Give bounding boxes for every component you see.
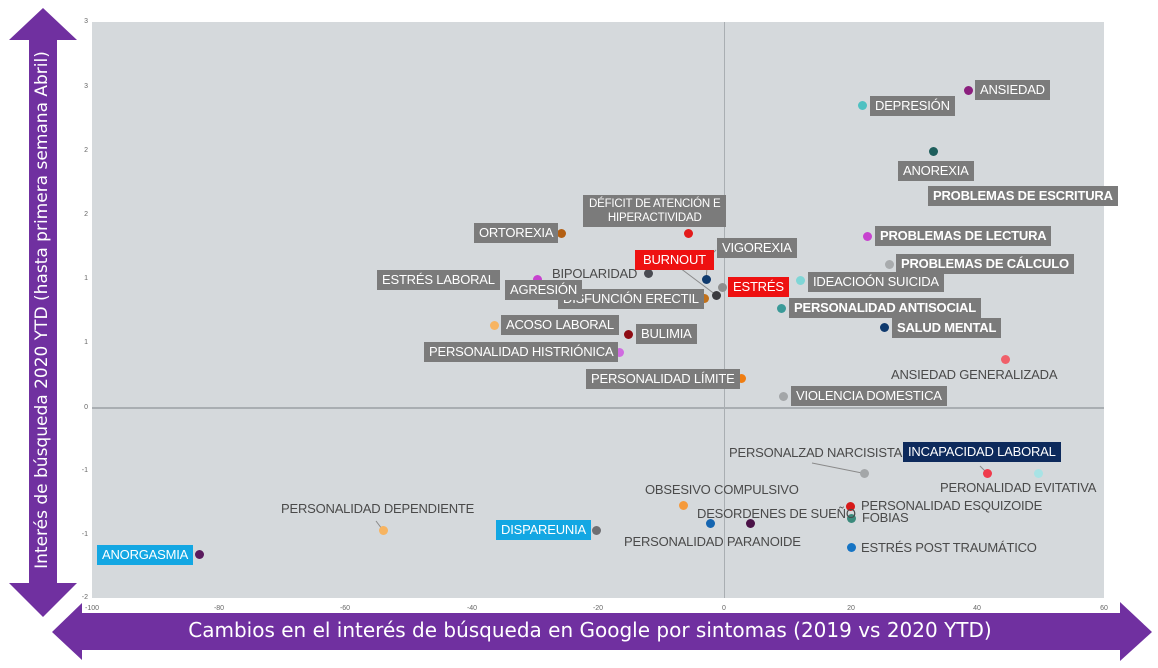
x-axis-arrow — [52, 602, 1152, 661]
point-dispareunia[interactable] — [591, 525, 601, 535]
point-limite[interactable] — [736, 373, 746, 383]
x-axis-title: Cambios en el interés de búsqueda en Goo… — [188, 618, 992, 642]
label-calculo: PROBLEMAS DE CÁLCULO — [896, 254, 1074, 274]
point-anorgasmia[interactable] — [194, 549, 204, 559]
label-estres: ESTRÉS — [728, 277, 789, 297]
y-axis-title: Interés de búsqueda 2020 YTD (hasta prim… — [32, 51, 52, 569]
label-anorgasmia: ANORGASMIA — [97, 545, 194, 565]
point-disfuncion[interactable] — [699, 293, 709, 303]
x-tick: -80 — [213, 605, 225, 612]
label-ansiedad: ANSIEDAD — [975, 80, 1050, 100]
label-ortorexia: ORTOREXIA — [474, 223, 559, 243]
label-depresion: DEPRESIÓN — [870, 96, 955, 116]
zero-line-horizontal — [92, 407, 1104, 409]
label-estres-laboral: ESTRÉS LABORAL — [377, 270, 500, 290]
point-fobias[interactable] — [846, 513, 856, 523]
point-narcisista[interactable] — [859, 468, 869, 478]
x-tick: -60 — [339, 605, 351, 612]
point-burnout[interactable] — [711, 290, 721, 300]
point-lectura[interactable] — [862, 231, 872, 241]
point-deficit[interactable] — [683, 228, 693, 238]
point-ortorexia[interactable] — [556, 228, 566, 238]
y-tick: -1 — [81, 467, 88, 474]
label-disfuncion: DISFUNCIÓN ERECTIL — [558, 289, 704, 309]
label-burnout: BURNOUT — [635, 250, 714, 270]
label-deficit: DÉFICIT DE ATENCIÓN E HIPERACTIVIDAD — [583, 195, 727, 227]
point-vigorexia[interactable] — [701, 274, 711, 284]
point-obsesivo[interactable] — [678, 500, 688, 510]
label-esquizoide: PERSONALIDAD ESQUIZOIDE — [861, 498, 1043, 513]
point-bulimia[interactable] — [623, 329, 633, 339]
label-limite: PERSONALIDAD LÍMITE — [586, 369, 740, 389]
label-acoso: ACOSO LABORAL — [501, 315, 619, 335]
label-obsesivo: OBSESIVO COMPULSIVO — [645, 482, 799, 497]
y-tick: 2 — [84, 211, 88, 218]
point-paranoide[interactable] — [705, 518, 715, 528]
label-ideacion: IDEACIOÓN SUICIDA — [808, 272, 944, 292]
y-tick: 3 — [84, 18, 88, 25]
point-ideacion[interactable] — [795, 275, 805, 285]
label-deficit-line1: DÉFICIT DE ATENCIÓN E — [589, 198, 721, 210]
label-fobias: FOBIAS — [862, 510, 909, 525]
label-dependiente: PERSONALIDAD DEPENDIENTE — [281, 501, 475, 516]
label-agresion: AGRESIÓN — [505, 280, 583, 300]
point-esquizoide[interactable] — [845, 501, 855, 511]
label-salud-mental: SALUD MENTAL — [892, 318, 1002, 338]
y-tick: 3 — [84, 83, 88, 90]
point-ansiedad-generalizada[interactable] — [1000, 354, 1010, 364]
x-tick: 20 — [847, 605, 855, 612]
point-sueno[interactable] — [745, 518, 755, 528]
point-estres[interactable] — [717, 282, 727, 292]
point-bipolaridad[interactable] — [643, 268, 653, 278]
x-tick: -20 — [592, 605, 604, 612]
point-depresion[interactable] — [857, 100, 867, 110]
y-tick: 2 — [84, 147, 88, 154]
y-axis-arrow — [9, 8, 77, 617]
label-ansiedad-generalizada: ANSIEDAD GENERALIZADA — [891, 367, 1058, 382]
zero-line-vertical — [724, 22, 725, 598]
label-incapacidad: INCAPACIDAD LABORAL — [903, 442, 1061, 462]
label-violencia: VIOLENCIA DOMESTICA — [791, 386, 947, 406]
y-tick: 1 — [84, 275, 88, 282]
label-paranoide: PERSONALIDAD PARANOIDE — [624, 534, 801, 549]
label-lectura: PROBLEMAS DE LECTURA — [875, 226, 1052, 246]
y-tick: -1 — [81, 531, 88, 538]
label-escritura: PROBLEMAS DE ESCRITURA — [928, 186, 1118, 206]
point-dependiente[interactable] — [378, 525, 388, 535]
label-dispareunia: DISPAREUNIA — [496, 520, 591, 540]
x-tick: 0 — [722, 605, 726, 612]
x-tick: -100 — [84, 605, 99, 612]
point-calculo[interactable] — [884, 259, 894, 269]
point-acoso[interactable] — [489, 320, 499, 330]
point-salud-mental[interactable] — [879, 322, 889, 332]
point-anorexia[interactable] — [928, 146, 938, 156]
point-postraumatico[interactable] — [846, 542, 856, 552]
point-histrionica[interactable] — [614, 347, 624, 357]
x-tick: 60 — [1100, 605, 1108, 612]
point-agresion[interactable] — [532, 274, 542, 284]
label-histrionica: PERSONALIDAD HISTRIÓNICA — [424, 342, 619, 362]
label-deficit-line2: HIPERACTIVIDAD — [607, 212, 702, 224]
point-ansiedad[interactable] — [963, 85, 973, 95]
label-narcisista: PERSONALZAD NARCISISTA — [729, 445, 903, 460]
y-tick: 1 — [84, 339, 88, 346]
label-antisocial: PERSONALIDAD ANTISOCIAL — [789, 298, 981, 318]
point-incapacidad[interactable] — [982, 468, 992, 478]
point-violencia[interactable] — [778, 391, 788, 401]
point-antisocial[interactable] — [776, 303, 786, 313]
point-evitativa[interactable] — [1033, 468, 1043, 478]
label-bulimia: BULIMIA — [636, 324, 697, 344]
x-tick: 40 — [973, 605, 981, 612]
label-anorexia: ANOREXIA — [898, 161, 974, 181]
label-bipolaridad: BIPOLARIDAD — [552, 266, 638, 281]
x-tick: -40 — [466, 605, 478, 612]
label-postraumatico: ESTRÉS POST TRAUMÁTICO — [861, 540, 1037, 555]
y-tick: 0 — [84, 404, 88, 411]
label-evitativa: PERONALIDAD EVITATIVA — [940, 480, 1097, 495]
label-sueno: DESORDENES DE SUEÑO — [697, 506, 856, 521]
label-vigorexia: VIGOREXIA — [717, 238, 797, 258]
y-tick: -2 — [81, 594, 88, 601]
